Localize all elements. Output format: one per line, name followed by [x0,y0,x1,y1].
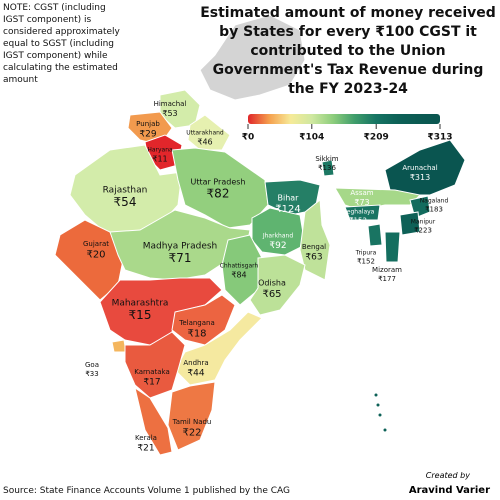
colorbar-tick-label: ₹313 [427,133,452,143]
state [171,294,236,346]
state-value: ₹65 [262,289,281,300]
state-name: Chhattisgarh [220,263,259,270]
state-name: Bengal [302,243,326,251]
state-value: ₹73 [354,198,369,207]
state-value: ₹21 [137,444,154,454]
state [334,187,422,211]
state-value: ₹33 [85,370,98,378]
state-value: ₹223 [414,227,432,235]
state-name: Mizoram [372,266,402,274]
state [167,381,216,451]
title: Estimated amount of money received by St… [200,5,496,97]
credit-label: Created by [425,471,470,480]
state-name: Tripura [355,250,377,257]
state [367,223,383,247]
state-name: Arunachal [402,164,437,172]
state [249,254,306,316]
state-value: ₹53 [162,109,177,118]
state-name: Telangana [178,319,215,327]
state-name: Uttarakhand [186,130,224,137]
state [221,234,263,306]
state [399,211,421,236]
state-name: Himachal [154,100,187,108]
state-value: ₹22 [182,428,201,439]
state-name: Bihar [278,194,300,203]
state-value: ₹136 [318,164,336,172]
state-name: Odisha [258,279,286,288]
state [134,386,173,456]
colorbar-tick-label: ₹209 [364,133,389,143]
colorbar-tick-label: ₹0 [242,133,255,143]
state-value: ₹152 [349,217,367,225]
state-name: Kerala [135,434,157,442]
state-value: ₹46 [197,138,212,147]
state-name: Rajasthan [103,186,148,196]
note: NOTE: CGST (including IGST component) is… [3,3,120,85]
state-value: ₹63 [305,253,322,263]
state-name: Gujarat [83,240,109,248]
colorbar [248,114,440,124]
state-name: Haryana [147,147,173,154]
state-value: ₹92 [269,241,286,251]
state-name: Maharashtra [112,299,169,309]
state [111,339,127,353]
state [321,159,335,177]
state-name: Uttar Pradesh [191,178,246,187]
state-name: Nagaland [420,198,449,205]
source: Source: State Finance Accounts Volume 1 … [3,486,291,496]
state-value: ₹152 [357,258,375,266]
state-value: ₹18 [187,329,206,340]
state [299,199,331,281]
state-value: ₹17 [143,378,160,388]
state-value: ₹44 [187,369,204,379]
state-value: ₹183 [425,206,443,214]
state-value: ₹54 [114,195,137,209]
colorbar-ticks: ₹0 ₹104 ₹209 ₹313 [242,124,453,143]
state-value: ₹11 [152,155,167,164]
state [384,231,401,263]
state-name: Assam [350,189,373,197]
state-name: Tamil Nadu [172,418,212,426]
credit-name: Aravind Varier [408,485,490,496]
state-name: Goa [85,361,99,369]
state-value: ₹71 [169,251,192,265]
state-name: Sikkim [315,155,338,163]
state [344,204,381,221]
state-name: Jharkhand [262,233,293,240]
state-value: ₹313 [410,173,430,182]
state [124,331,186,399]
state-value: ₹15 [129,308,152,322]
state-name: Meghalaya [342,209,375,216]
state-value: ₹84 [231,271,246,280]
state-name: Manipur [411,219,436,226]
state-value: ₹20 [86,250,105,261]
state [187,114,231,151]
colorbar-tick-label: ₹104 [299,133,324,143]
state-value: ₹177 [378,275,396,283]
state-value: ₹124 [275,204,300,215]
state-name: Punjab [136,120,160,128]
state-name: Andhra [183,359,208,367]
state-name: Karnataka [134,368,170,376]
state-value: ₹29 [139,130,156,140]
state-name: Madhya Pradesh [143,242,218,252]
state-value: ₹82 [207,187,230,201]
unvalued-region [199,14,306,101]
state [171,147,269,229]
islands [374,393,387,432]
